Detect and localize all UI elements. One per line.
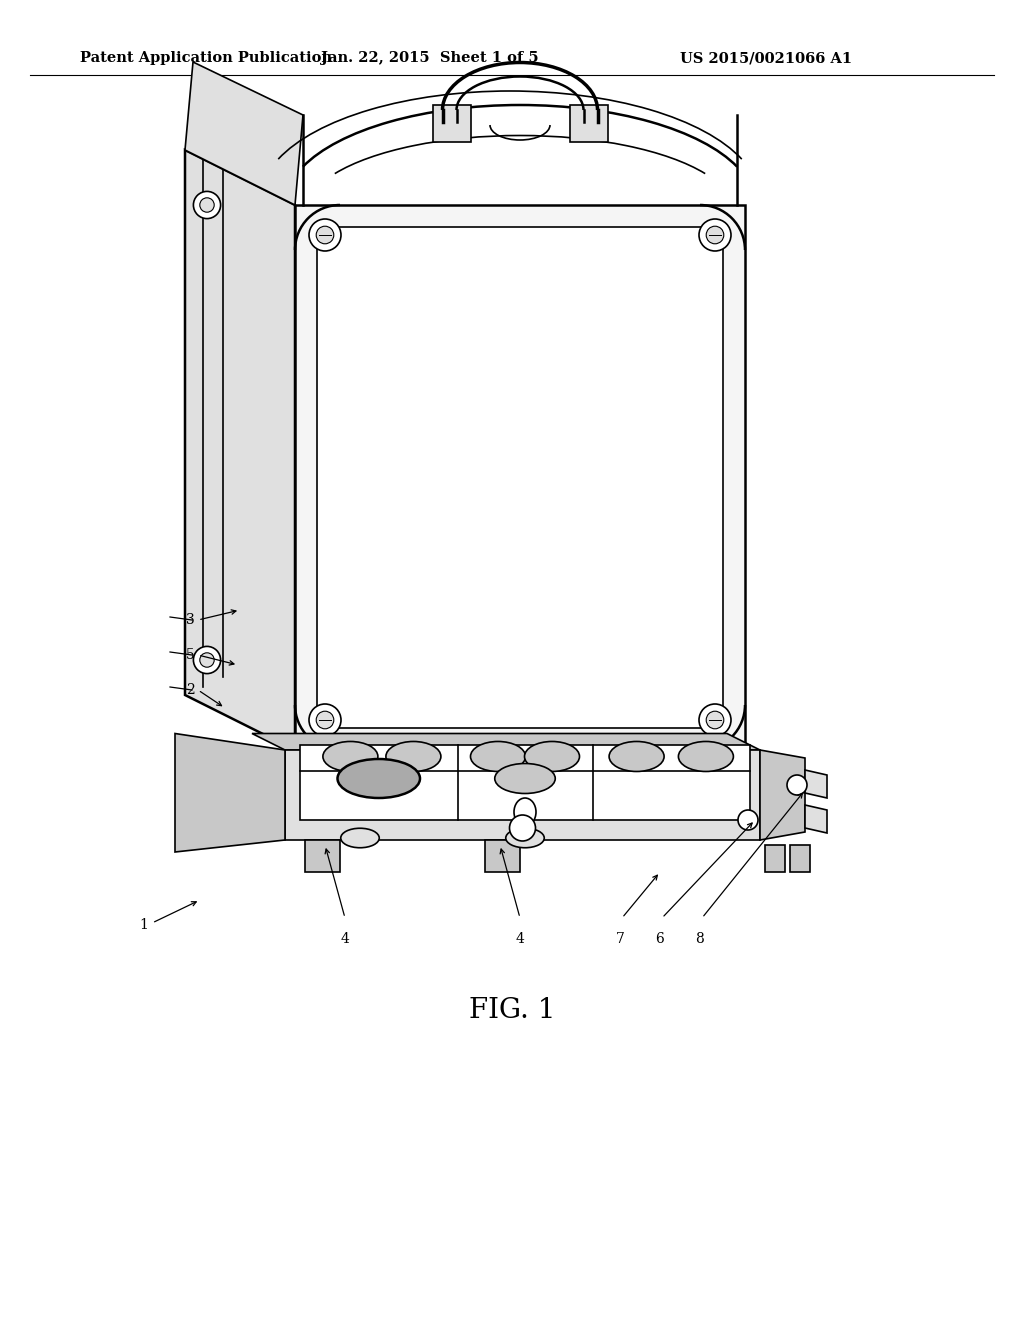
Polygon shape	[185, 62, 303, 205]
Ellipse shape	[323, 742, 378, 771]
Text: 2: 2	[186, 682, 195, 697]
Polygon shape	[175, 734, 285, 851]
Polygon shape	[295, 205, 745, 750]
Circle shape	[200, 198, 214, 213]
Text: 6: 6	[655, 932, 665, 946]
Ellipse shape	[338, 759, 420, 799]
Circle shape	[194, 191, 220, 219]
Circle shape	[309, 704, 341, 737]
Circle shape	[309, 219, 341, 251]
Ellipse shape	[514, 799, 536, 826]
Text: US 2015/0021066 A1: US 2015/0021066 A1	[680, 51, 852, 65]
Circle shape	[316, 711, 334, 729]
Text: 1: 1	[139, 917, 148, 932]
Circle shape	[194, 647, 220, 673]
Circle shape	[200, 653, 214, 667]
Text: Patent Application Publication: Patent Application Publication	[80, 51, 332, 65]
Polygon shape	[569, 106, 607, 143]
Text: 3: 3	[186, 612, 195, 627]
Circle shape	[510, 814, 536, 841]
Polygon shape	[805, 770, 827, 799]
Polygon shape	[300, 744, 750, 820]
Circle shape	[707, 226, 724, 244]
Text: 4: 4	[341, 932, 349, 946]
Ellipse shape	[470, 742, 525, 771]
Ellipse shape	[495, 763, 555, 793]
Polygon shape	[760, 750, 805, 840]
Polygon shape	[765, 845, 785, 873]
Text: 4: 4	[515, 932, 524, 946]
Text: FIG. 1: FIG. 1	[469, 997, 555, 1023]
Polygon shape	[790, 845, 810, 873]
Text: 5: 5	[186, 648, 195, 663]
Polygon shape	[432, 106, 470, 143]
Text: Jan. 22, 2015  Sheet 1 of 5: Jan. 22, 2015 Sheet 1 of 5	[322, 51, 539, 65]
Ellipse shape	[609, 742, 665, 771]
Ellipse shape	[524, 742, 580, 771]
Ellipse shape	[506, 828, 544, 847]
Text: 8: 8	[695, 932, 705, 946]
Polygon shape	[805, 805, 827, 833]
Text: 7: 7	[615, 932, 625, 946]
Circle shape	[699, 219, 731, 251]
Polygon shape	[185, 150, 295, 750]
Circle shape	[787, 775, 807, 795]
Circle shape	[738, 810, 758, 830]
Circle shape	[316, 226, 334, 244]
Polygon shape	[285, 750, 760, 840]
Polygon shape	[252, 734, 760, 750]
Polygon shape	[305, 840, 340, 873]
Polygon shape	[485, 840, 520, 873]
Ellipse shape	[386, 742, 441, 771]
Ellipse shape	[341, 828, 379, 847]
Polygon shape	[317, 227, 723, 729]
Circle shape	[707, 711, 724, 729]
Circle shape	[699, 704, 731, 737]
Ellipse shape	[678, 742, 733, 771]
